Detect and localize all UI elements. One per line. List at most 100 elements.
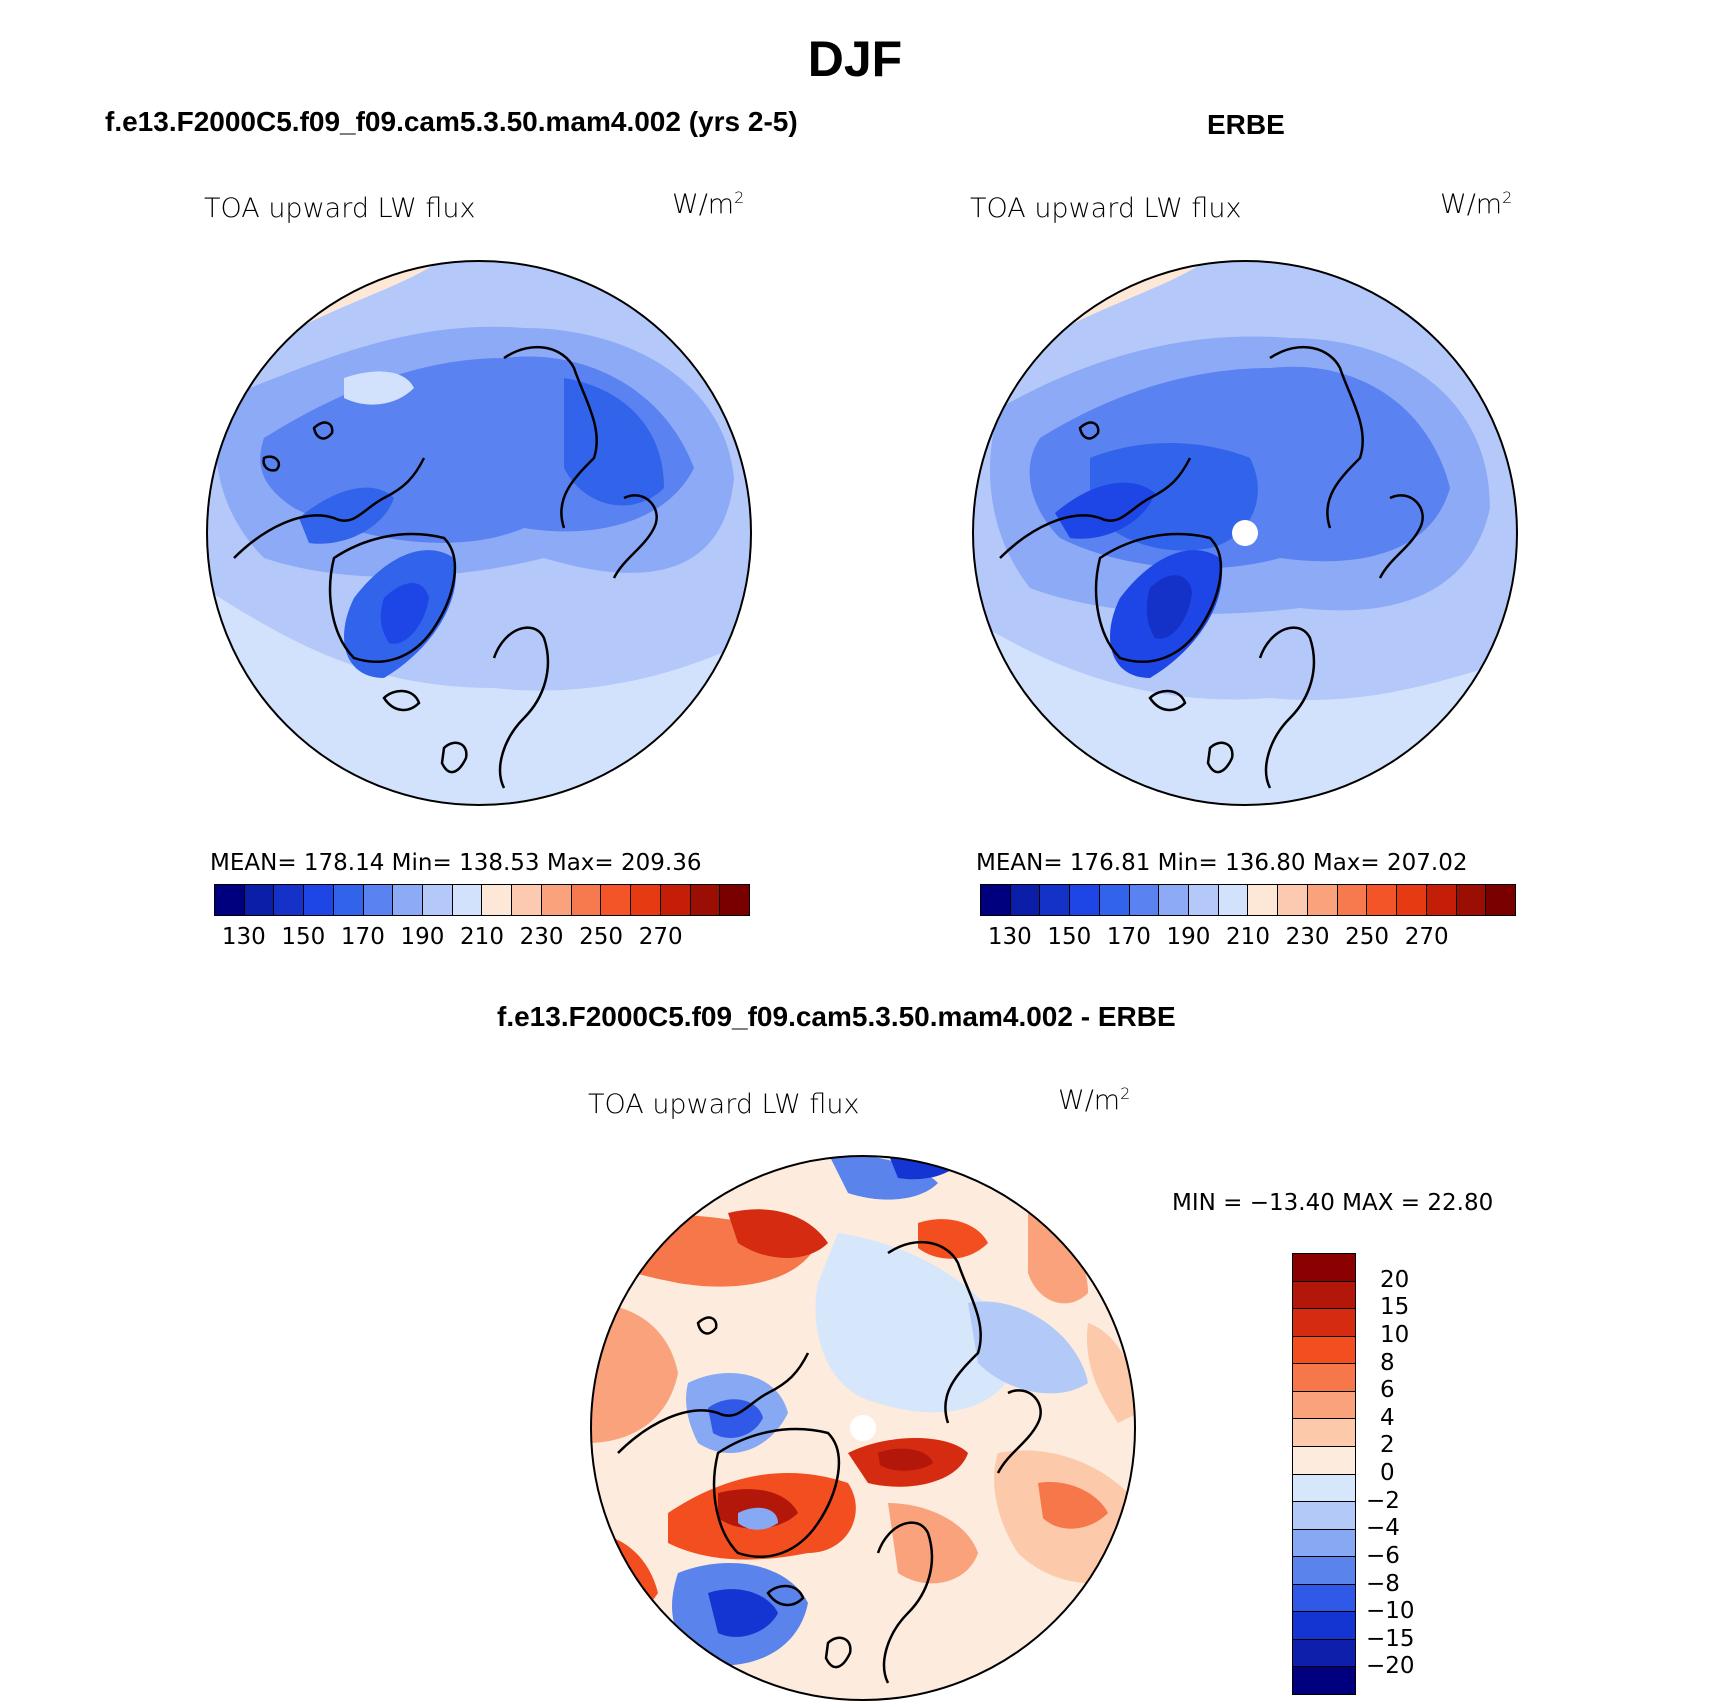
- colorbar-swatch: [274, 885, 305, 915]
- model-stats: MEAN= 178.14 Min= 138.53 Max= 209.36: [210, 850, 702, 876]
- colorbar-tick-label: 270: [1404, 924, 1449, 950]
- obs-colorbar: [980, 884, 1516, 916]
- colorbar-swatch: [1278, 885, 1308, 915]
- figure-title: DJF: [807, 31, 903, 87]
- colorbar-swatch: [1293, 1474, 1355, 1503]
- model-polar-map: [206, 260, 752, 806]
- diff-colorbar-ticks: 20 15 10 8 6 4 2 0 −2 −4 −6 −8 −10 −15 −20: [1366, 1253, 1446, 1695]
- diff-variable-label: TOA upward LW flux: [588, 1089, 860, 1120]
- colorbar-swatch: [1293, 1502, 1355, 1530]
- colorbar-swatch: [1293, 1667, 1355, 1694]
- colorbar-tick-label: 210: [460, 924, 504, 950]
- colorbar-tick-label: 150: [1047, 924, 1092, 950]
- colorbar-tick-label: 270: [638, 924, 683, 950]
- colorbar-swatch: [1159, 885, 1190, 915]
- model-colorbar: [214, 884, 750, 916]
- colorbar-swatch: [1010, 885, 1041, 915]
- model-colorbar-ticks: 130 150 170 190 210 230 250 270: [214, 924, 750, 954]
- colorbar-swatch: [1293, 1336, 1355, 1365]
- colorbar-swatch: [1293, 1391, 1355, 1420]
- colorbar-tick-label: 2: [1380, 1432, 1395, 1459]
- obs-stats: MEAN= 176.81 Min= 136.80 Max= 207.02: [976, 850, 1468, 876]
- colorbar-swatch: [1337, 885, 1368, 915]
- colorbar-tick-label: −4: [1366, 1515, 1400, 1542]
- colorbar-swatch: [1099, 885, 1130, 915]
- colorbar-tick-label: 250: [1345, 924, 1390, 950]
- obs-case-title: ERBE: [1207, 109, 1285, 140]
- colorbar-tick-label: −6: [1366, 1542, 1400, 1569]
- colorbar-tick-label: 250: [579, 924, 624, 950]
- colorbar-swatch: [571, 885, 602, 915]
- colorbar-tick-label: 230: [519, 924, 564, 950]
- colorbar-swatch: [660, 885, 691, 915]
- colorbar-swatch: [1293, 1529, 1355, 1558]
- colorbar-swatch: [601, 885, 632, 915]
- colorbar-swatch: [512, 885, 542, 915]
- colorbar-swatch: [1397, 885, 1427, 915]
- colorbar-tick-label: 6: [1380, 1377, 1395, 1404]
- colorbar-swatch: [244, 885, 275, 915]
- colorbar-swatch: [1040, 885, 1071, 915]
- colorbar-tick-label: −15: [1366, 1625, 1415, 1652]
- colorbar-tick-label: −20: [1366, 1653, 1415, 1680]
- diff-stats: MIN = −13.40 MAX = 22.80: [1172, 1190, 1494, 1216]
- colorbar-swatch: [333, 885, 364, 915]
- colorbar-swatch: [1248, 885, 1279, 915]
- colorbar-swatch: [1456, 885, 1487, 915]
- model-units-label: W/m2: [672, 188, 745, 220]
- colorbar-tick-label: 15: [1380, 1294, 1410, 1321]
- colorbar-swatch: [452, 885, 483, 915]
- model-case-title: f.e13.F2000C5.f09_f09.cam5.3.50.mam4.002…: [105, 106, 798, 137]
- colorbar-tick-label: 10: [1380, 1321, 1410, 1348]
- obs-units-label: W/m2: [1440, 188, 1513, 220]
- colorbar-swatch: [1218, 885, 1249, 915]
- colorbar-tick-label: 150: [281, 924, 326, 950]
- colorbar-swatch: [1293, 1281, 1355, 1310]
- colorbar-tick-label: 4: [1380, 1404, 1395, 1431]
- colorbar-swatch: [1293, 1419, 1355, 1447]
- diff-units-label: W/m2: [1058, 1084, 1131, 1116]
- colorbar-swatch: [981, 885, 1011, 915]
- obs-colorbar-ticks: 130 150 170 190 210 230 250 270: [980, 924, 1516, 954]
- colorbar-swatch: [631, 885, 661, 915]
- colorbar-swatch: [1293, 1584, 1355, 1613]
- diff-colorbar: [1292, 1253, 1356, 1695]
- colorbar-swatch: [1293, 1639, 1355, 1668]
- obs-variable-label: TOA upward LW flux: [970, 193, 1242, 224]
- colorbar-tick-label: −10: [1366, 1598, 1415, 1625]
- colorbar-swatch: [690, 885, 721, 915]
- colorbar-tick-label: 0: [1380, 1460, 1395, 1486]
- colorbar-swatch: [1070, 885, 1100, 915]
- colorbar-swatch: [423, 885, 453, 915]
- colorbar-swatch: [1367, 885, 1398, 915]
- colorbar-tick-label: 20: [1380, 1266, 1410, 1293]
- colorbar-swatch: [1486, 885, 1515, 915]
- colorbar-swatch: [363, 885, 394, 915]
- colorbar-tick-label: 210: [1226, 924, 1270, 950]
- colorbar-swatch: [1293, 1364, 1355, 1392]
- colorbar-swatch: [1293, 1254, 1355, 1282]
- diff-polar-map: [590, 1155, 1136, 1701]
- colorbar-swatch: [482, 885, 513, 915]
- colorbar-swatch: [1293, 1309, 1355, 1337]
- colorbar-tick-label: 130: [987, 924, 1032, 950]
- colorbar-swatch: [720, 885, 749, 915]
- colorbar-swatch: [1307, 885, 1338, 915]
- colorbar-swatch: [1189, 885, 1219, 915]
- colorbar-swatch: [1426, 885, 1457, 915]
- colorbar-tick-label: 170: [1106, 924, 1151, 950]
- model-variable-label: TOA upward LW flux: [204, 193, 476, 224]
- colorbar-swatch: [1293, 1446, 1355, 1475]
- colorbar-swatch: [393, 885, 424, 915]
- obs-polar-map: [972, 260, 1518, 806]
- colorbar-swatch: [215, 885, 245, 915]
- colorbar-tick-label: 8: [1380, 1349, 1395, 1376]
- diff-case-title: f.e13.F2000C5.f09_f09.cam5.3.50.mam4.002…: [497, 1001, 1176, 1032]
- colorbar-swatch: [1293, 1612, 1355, 1640]
- colorbar-tick-label: 230: [1285, 924, 1330, 950]
- colorbar-tick-label: −2: [1366, 1487, 1400, 1514]
- colorbar-swatch: [304, 885, 334, 915]
- colorbar-swatch: [1129, 885, 1160, 915]
- colorbar-tick-label: 130: [221, 924, 266, 950]
- colorbar-tick-label: 190: [1166, 924, 1211, 950]
